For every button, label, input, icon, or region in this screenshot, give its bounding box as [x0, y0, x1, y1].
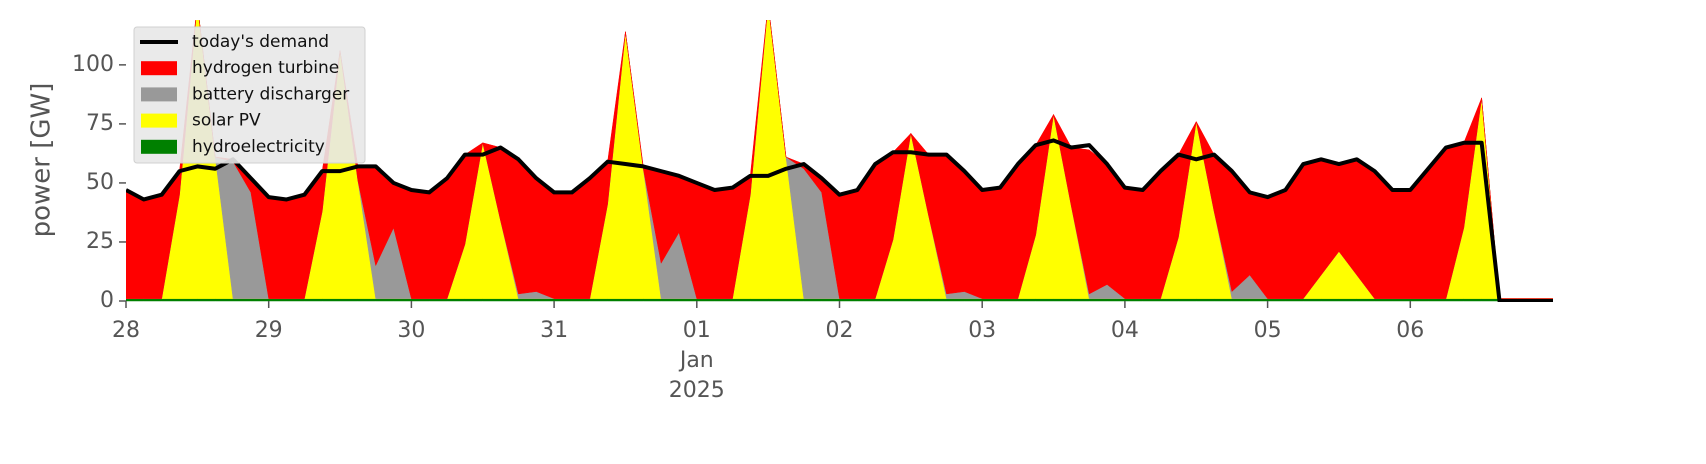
legend-patch	[141, 87, 177, 102]
x-tick-label: 06	[1396, 318, 1424, 343]
y-axis-label: power [GW]	[27, 83, 57, 238]
x-tick-label: 01	[683, 318, 711, 343]
x-tick-label: 02	[826, 318, 854, 343]
x-tick-label: 29	[255, 318, 283, 343]
area	[126, 298, 1553, 302]
legend-label: hydrogen turbine	[192, 58, 339, 78]
axes: 0 25 50 75 100 28 29 30 31 01 Jan 2025 02 03 04 05 06	[72, 52, 1424, 403]
y-tick-label: 75	[86, 111, 114, 136]
demand-line	[126, 138, 1553, 302]
x-tick-label: 03	[968, 318, 996, 343]
y-tick-label: 50	[86, 170, 114, 195]
x-tick-label: 28	[112, 318, 140, 343]
y-tick-label: 100	[72, 52, 114, 77]
legend-patch	[141, 113, 177, 128]
legend-label: battery discharger	[192, 84, 349, 104]
legend-patch	[141, 61, 177, 76]
legend: today's demand hydrogen turbine battery di…	[133, 26, 366, 164]
y-tick-label: 25	[86, 229, 114, 254]
x-tick-annotation: 2025	[669, 378, 725, 403]
legend-label: today's demand	[192, 32, 329, 52]
legend-box	[133, 26, 366, 164]
legend-label: solar PV	[192, 111, 261, 131]
x-tick-annotation: Jan	[678, 348, 714, 373]
legend-label: hydroelectricity	[192, 137, 325, 157]
x-tick-label: 30	[397, 318, 425, 343]
y-tick-label: 0	[100, 288, 114, 313]
legend-patch	[141, 139, 177, 154]
plot-area	[126, 20, 1553, 302]
x-tick-label: 05	[1254, 318, 1282, 343]
x-tick-label: 04	[1111, 318, 1139, 343]
x-tick-label: 31	[540, 318, 568, 343]
